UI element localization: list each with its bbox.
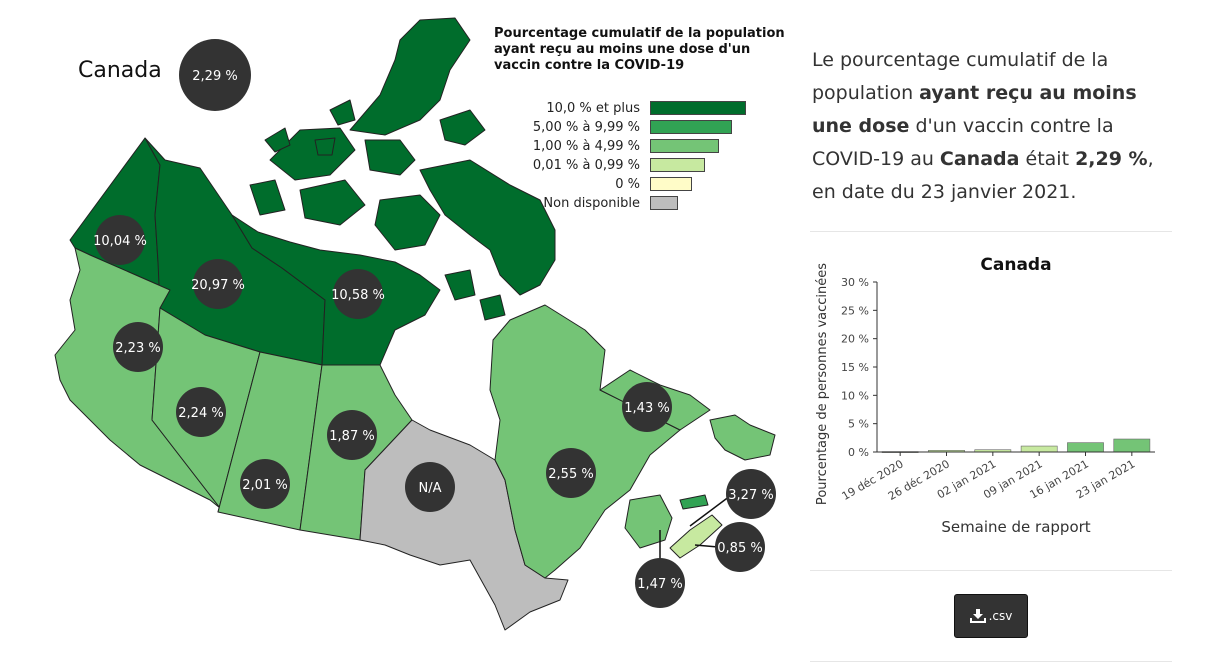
svg-text:2,23 %: 2,23 % xyxy=(115,341,160,356)
region-bubbles: 2,29 % 10,04 % 20,97 % 10,58 % 2,23 % 2,… xyxy=(93,39,776,608)
y-tick-label: 10 % xyxy=(841,389,869,402)
summary-part: était xyxy=(1019,148,1076,170)
arctic-islands xyxy=(249,17,556,321)
svg-text:1,47 %: 1,47 % xyxy=(637,577,682,592)
chart-ylabel: Pourcentage de personnes vaccinées xyxy=(815,263,830,505)
callout-lines xyxy=(659,495,731,563)
svg-text:3,27 %: 3,27 % xyxy=(728,488,773,503)
legend-swatch xyxy=(650,196,678,210)
legend-item: 1,00 % à 4,99 % xyxy=(470,136,719,156)
bar-chart: Canada Pourcentage de personnes vaccinée… xyxy=(815,255,1155,536)
legend-label: 10,0 % et plus xyxy=(546,100,640,116)
legend-item: 10,0 % et plus xyxy=(470,98,746,118)
bar[interactable] xyxy=(1113,438,1151,453)
bubble-yukon: 10,04 % xyxy=(93,215,147,265)
chart-title: Canada xyxy=(980,255,1051,275)
bubble-ontario: N/A xyxy=(405,462,455,512)
canada-map: 2,29 % 10,04 % 20,97 % 10,58 % 2,23 % 2,… xyxy=(54,17,776,631)
bubble-ns: 0,85 % xyxy=(715,522,765,572)
svg-text:N/A: N/A xyxy=(419,481,442,496)
legend-label: 0 % xyxy=(615,176,640,192)
legend-label: Non disponible xyxy=(543,195,640,211)
svg-text:1,43 %: 1,43 % xyxy=(624,401,669,416)
legend-item: 0 % xyxy=(470,174,692,194)
y-tick-label: 5 % xyxy=(848,418,869,431)
summary-part: , en date du 23 janvier 2021. xyxy=(812,148,1154,203)
legend-swatch xyxy=(650,139,719,153)
region-pei[interactable] xyxy=(679,494,709,510)
summary-text: Le pourcentage cumulatif de la populatio… xyxy=(812,44,1182,209)
svg-text:0,85 %: 0,85 % xyxy=(717,541,762,556)
bar[interactable] xyxy=(1067,442,1104,453)
region-ns[interactable] xyxy=(669,514,723,559)
bubble-bc: 2,23 % xyxy=(113,322,163,372)
bubble-nl: 1,43 % xyxy=(622,382,672,432)
region-nb[interactable] xyxy=(624,494,673,549)
bubble-saskatchewan: 2,01 % xyxy=(240,459,290,509)
y-tick-label: 25 % xyxy=(841,304,869,317)
legend-swatch xyxy=(650,177,692,191)
y-tick-label: 0 % xyxy=(848,446,869,459)
summary-part: Le pourcentage cumulatif de la populatio… xyxy=(812,49,1109,104)
download-icon xyxy=(969,609,986,623)
chart-xlabel: Semaine de rapport xyxy=(941,518,1090,536)
legend-title: Pourcentage cumulatif de la population a… xyxy=(494,26,785,73)
legend-item: Non disponible xyxy=(470,193,678,213)
bubble-nunavut: 10,58 % xyxy=(331,269,385,319)
divider xyxy=(810,570,1172,571)
legend-swatch xyxy=(650,120,732,134)
legend-label: 0,01 % à 0,99 % xyxy=(532,157,640,173)
bubble-pei: 3,27 % xyxy=(726,469,776,519)
y-axis: 0 % 5 % 10 % 15 % 20 % 25 % 30 % xyxy=(841,276,878,459)
svg-text:1,87 %: 1,87 % xyxy=(329,429,374,444)
divider xyxy=(810,661,1172,662)
y-tick-label: 20 % xyxy=(841,333,869,346)
bubble-manitoba: 1,87 % xyxy=(327,410,377,460)
region-newfoundland-island[interactable] xyxy=(709,414,776,461)
legend-swatch xyxy=(650,101,746,115)
bubble-canada: 2,29 % xyxy=(179,39,251,111)
y-tick-label: 15 % xyxy=(841,361,869,374)
svg-text:2,24 %: 2,24 % xyxy=(178,406,223,421)
legend-label: 1,00 % à 4,99 % xyxy=(532,138,640,154)
svg-text:2,01 %: 2,01 % xyxy=(242,478,287,493)
country-label: Canada xyxy=(78,58,162,83)
svg-text:20,97 %: 20,97 % xyxy=(191,278,245,293)
legend-item: 0,01 % à 0,99 % xyxy=(470,155,705,175)
legend-item: 5,00 % à 9,99 % xyxy=(470,117,732,137)
svg-text:2,55 %: 2,55 % xyxy=(548,467,593,482)
summary-part: d'un vaccin contre la COVID-19 au xyxy=(812,115,1114,170)
legend-label: 5,00 % à 9,99 % xyxy=(532,119,640,135)
summary-bold: Canada xyxy=(939,148,1020,170)
summary-bold: ayant reçu au moins une dose xyxy=(812,82,1137,137)
y-tick-label: 30 % xyxy=(841,276,869,289)
bubble-alberta: 2,24 % xyxy=(176,387,226,437)
divider xyxy=(810,231,1172,232)
legend-swatch xyxy=(650,158,705,172)
region-bc[interactable] xyxy=(54,247,221,509)
bubble-nb: 1,47 % xyxy=(635,558,685,608)
svg-text:2,29 %: 2,29 % xyxy=(192,69,237,84)
svg-text:10,04 %: 10,04 % xyxy=(93,234,147,249)
summary-bold: 2,29 % xyxy=(1075,148,1148,170)
bar[interactable] xyxy=(1020,445,1058,453)
bubble-nwt: 20,97 % xyxy=(191,259,245,309)
bars xyxy=(881,438,1151,453)
download-csv-label: .csv xyxy=(988,609,1013,623)
svg-text:10,58 %: 10,58 % xyxy=(331,288,385,303)
bubble-quebec: 2,55 % xyxy=(546,448,596,498)
download-csv-button[interactable]: .csv xyxy=(954,594,1028,638)
